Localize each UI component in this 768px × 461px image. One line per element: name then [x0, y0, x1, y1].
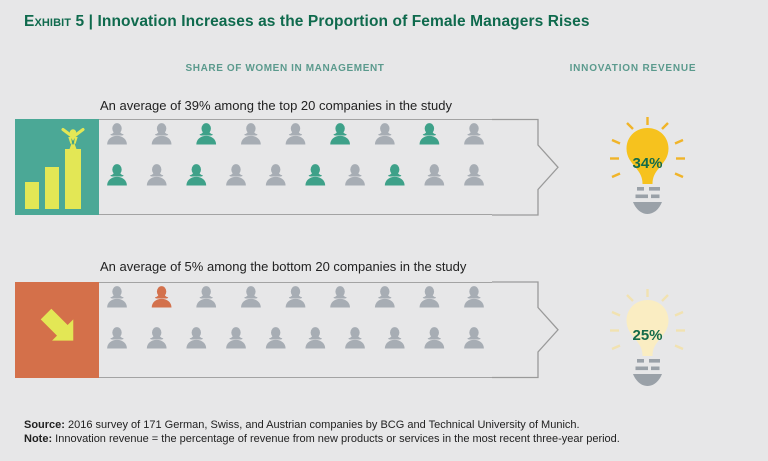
svg-text:34%: 34%	[632, 155, 662, 172]
svg-text:25%: 25%	[632, 327, 662, 344]
